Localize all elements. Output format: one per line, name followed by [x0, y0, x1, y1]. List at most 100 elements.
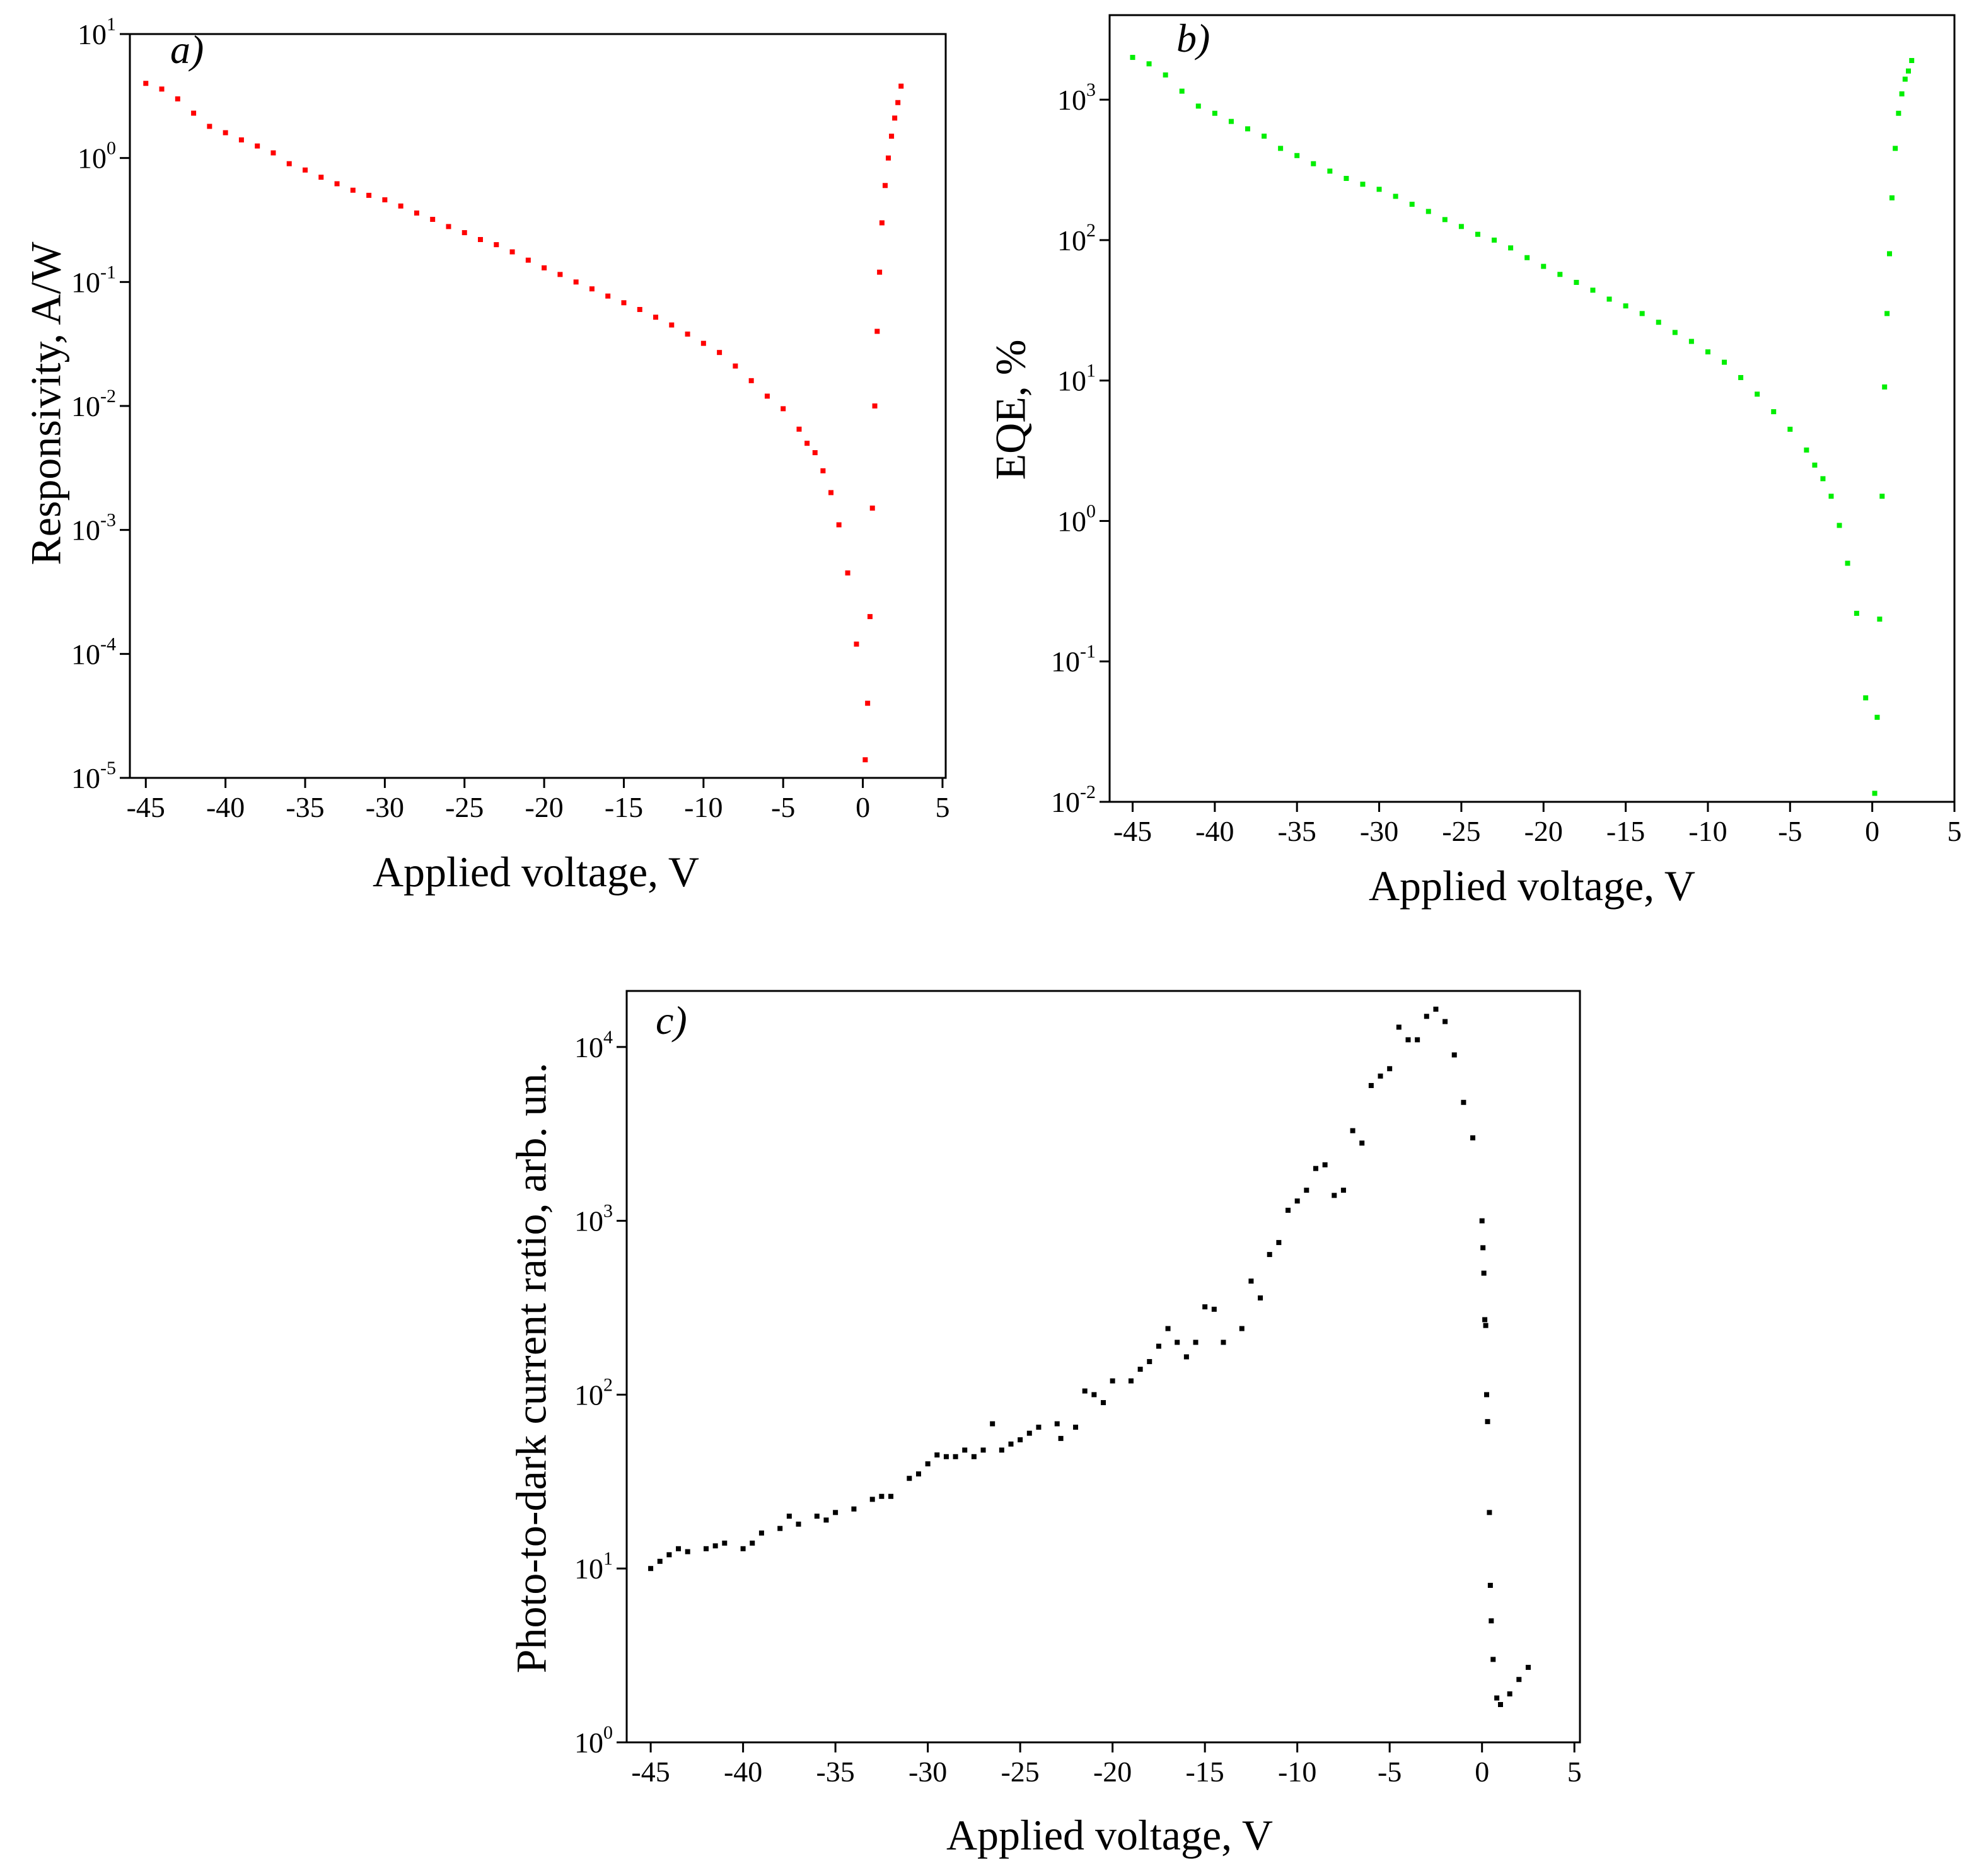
point [748, 378, 754, 383]
y-tick-label: 10-4 [71, 634, 116, 670]
point [255, 143, 260, 149]
x-tick-label: 5 [935, 791, 949, 823]
point [653, 315, 659, 320]
point [1193, 1340, 1199, 1345]
point [1484, 1392, 1490, 1398]
point [589, 286, 595, 292]
point [1887, 251, 1893, 257]
point [1304, 1188, 1309, 1193]
point [895, 100, 901, 105]
point [764, 393, 770, 399]
point [990, 1421, 996, 1427]
point [1294, 153, 1300, 158]
y-tick-label: 10-3 [71, 510, 116, 547]
x-tick-label: -20 [1093, 1756, 1132, 1788]
point [666, 1552, 672, 1558]
point [892, 115, 898, 121]
point [1479, 1218, 1485, 1224]
point [1787, 426, 1793, 432]
point [1557, 272, 1563, 277]
point [1008, 1441, 1014, 1447]
point [676, 1546, 682, 1551]
x-tick-label: -15 [605, 791, 643, 823]
point [1350, 1128, 1355, 1133]
x-tick-label: -10 [684, 791, 723, 823]
point [980, 1447, 986, 1453]
y-tick-label: 10-2 [71, 386, 116, 422]
point [1872, 790, 1878, 796]
point [1202, 1304, 1208, 1310]
x-tick-label: -45 [1113, 815, 1152, 847]
point [509, 249, 515, 255]
x-tick-label: -35 [286, 791, 324, 823]
point [1442, 1019, 1448, 1024]
x-tick-label: -35 [1278, 815, 1316, 847]
point [1267, 1252, 1272, 1258]
x-tick-label: -15 [1185, 1756, 1224, 1788]
point [1854, 610, 1859, 616]
point [1183, 1354, 1189, 1360]
x-tick-label: -40 [724, 1756, 762, 1788]
point [1322, 1162, 1328, 1167]
point [318, 175, 324, 180]
point [1195, 103, 1201, 109]
point [733, 363, 738, 369]
point [334, 181, 340, 187]
point [889, 134, 895, 139]
point [1606, 296, 1612, 302]
point [1494, 1695, 1500, 1701]
point [366, 192, 372, 198]
point [1483, 1323, 1489, 1328]
point [1507, 1691, 1512, 1697]
point [1574, 279, 1579, 285]
point [1221, 1340, 1226, 1345]
point [1482, 1317, 1488, 1323]
point [1130, 55, 1135, 61]
x-tick-label: 5 [1947, 815, 1962, 847]
panel-label: c) [656, 998, 687, 1043]
point [238, 137, 244, 142]
point [1877, 617, 1883, 622]
point [478, 236, 484, 242]
point [175, 96, 180, 101]
point [1058, 1435, 1064, 1441]
plot-frame [625, 990, 1581, 1744]
point [1424, 1014, 1429, 1019]
point [1179, 88, 1185, 94]
point [1258, 1295, 1263, 1301]
point [1470, 1135, 1476, 1141]
point [1487, 1510, 1492, 1515]
point [907, 1476, 912, 1481]
point [1359, 1140, 1365, 1146]
point [872, 403, 878, 408]
y-tick-label: 103 [574, 1201, 613, 1237]
point [159, 86, 165, 92]
point [1490, 1657, 1496, 1662]
point [669, 322, 675, 328]
point [1110, 1378, 1115, 1384]
point [1425, 209, 1431, 214]
x-tick-label: 5 [1567, 1756, 1582, 1788]
point [382, 197, 388, 202]
panel-label: b) [1176, 16, 1210, 61]
point [879, 220, 885, 226]
point [1294, 1198, 1300, 1204]
point [1884, 311, 1890, 316]
panel: -45 -40 -35 -30 -25 -20 -15 -10 -5 0 5 10-2 10-1 100 1… [987, 14, 1962, 910]
point [886, 155, 891, 161]
point [1485, 1419, 1490, 1425]
point [758, 1530, 764, 1536]
point [605, 293, 611, 299]
point [303, 167, 308, 173]
x-tick-label: 0 [1475, 1756, 1489, 1788]
x-axis-title: Applied voltage, V [946, 1811, 1273, 1859]
point [1360, 182, 1366, 187]
point [1278, 146, 1284, 151]
panel: -45 -40 -35 -30 -25 -20 -15 -10 -5 0 5 10-5 10-4 10-3… [22, 14, 950, 896]
point [882, 183, 888, 188]
point [1378, 1074, 1383, 1079]
point [223, 130, 228, 136]
point [1163, 72, 1168, 78]
point [1128, 1378, 1134, 1384]
point [1262, 133, 1267, 139]
